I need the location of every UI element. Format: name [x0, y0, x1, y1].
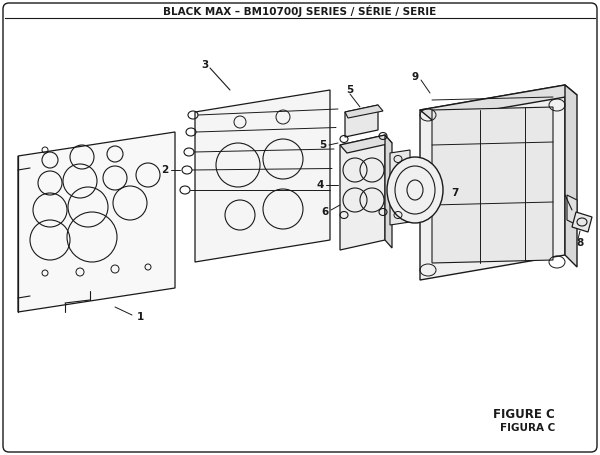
Ellipse shape: [387, 157, 443, 223]
Polygon shape: [18, 132, 175, 312]
Polygon shape: [432, 107, 553, 263]
Text: BLACK MAX – BM10700J SERIES / SÉRIE / SERIE: BLACK MAX – BM10700J SERIES / SÉRIE / SE…: [163, 5, 437, 17]
Polygon shape: [345, 105, 378, 137]
Text: 3: 3: [202, 60, 209, 70]
Text: 4: 4: [316, 180, 323, 190]
Text: 7: 7: [451, 188, 458, 198]
Text: 8: 8: [577, 238, 584, 248]
Polygon shape: [572, 212, 592, 232]
Polygon shape: [420, 85, 577, 120]
Text: 6: 6: [322, 207, 329, 217]
Polygon shape: [385, 135, 392, 248]
Polygon shape: [565, 85, 577, 267]
Polygon shape: [567, 195, 577, 225]
Polygon shape: [390, 150, 410, 225]
Text: 5: 5: [319, 140, 326, 150]
Text: 5: 5: [346, 85, 353, 95]
Polygon shape: [340, 135, 392, 153]
Text: FIGURE C: FIGURE C: [493, 409, 555, 421]
Polygon shape: [340, 135, 385, 250]
Polygon shape: [195, 90, 330, 262]
Polygon shape: [420, 85, 565, 280]
Polygon shape: [345, 105, 383, 118]
Text: 9: 9: [412, 72, 419, 82]
Text: FIGURA C: FIGURA C: [500, 423, 555, 433]
Text: 2: 2: [161, 165, 169, 175]
Text: 1: 1: [136, 312, 143, 322]
